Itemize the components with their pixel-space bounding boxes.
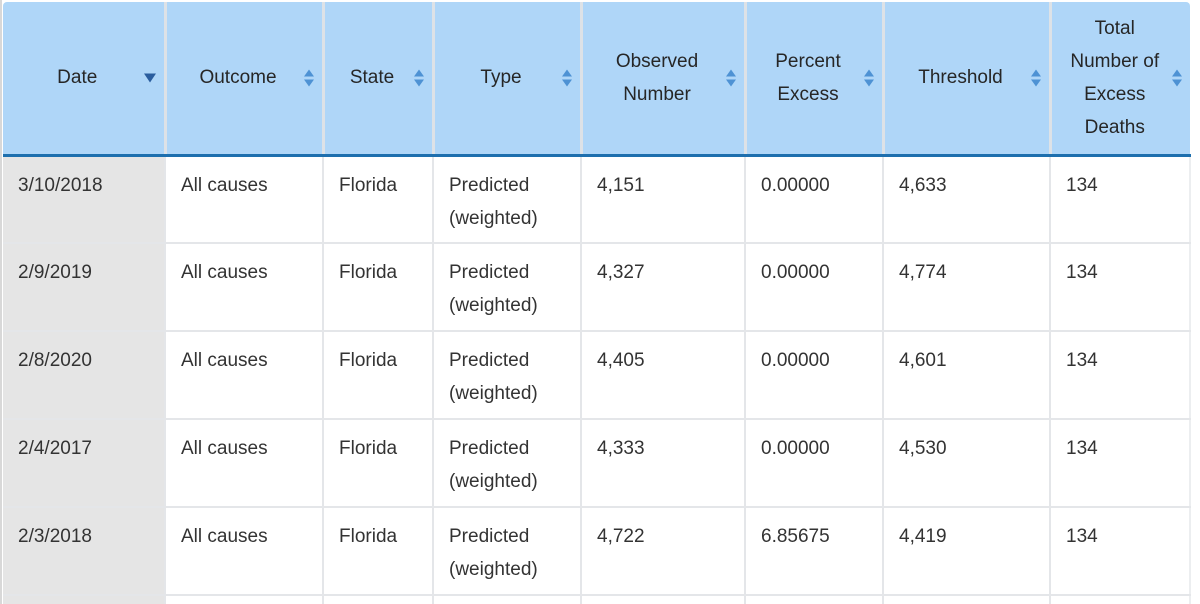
sort-icon[interactable] xyxy=(725,69,736,87)
cell-outcome xyxy=(165,595,324,604)
column-header-outcome[interactable]: Outcome xyxy=(165,2,325,157)
column-header-date[interactable]: Date xyxy=(3,2,167,157)
cell-date: 2/3/2018 xyxy=(3,507,166,596)
cell-threshold: 4,419 xyxy=(883,507,1051,596)
cell-state: Florida xyxy=(323,155,434,244)
table-header: Date Outcome State xyxy=(3,2,1190,157)
table-body: 3/10/2018 All causes Florida Predicted (… xyxy=(3,155,1191,604)
column-header-percent-excess[interactable]: Percent Excess xyxy=(745,2,885,157)
cell-type: Predicted (weighted) xyxy=(433,243,582,332)
sort-icon[interactable] xyxy=(413,69,424,87)
column-header-total-excess-deaths[interactable]: Total Number of Excess Deaths xyxy=(1050,2,1190,157)
cell-total-excess-deaths: 134 xyxy=(1050,155,1191,244)
cell-total-excess-deaths: 134 xyxy=(1050,507,1191,596)
cell-state: Florida xyxy=(323,331,434,420)
sort-icon[interactable] xyxy=(561,69,572,87)
cell-date: 2/9/2019 xyxy=(3,243,166,332)
header-row: Date Outcome State xyxy=(3,2,1190,157)
cell-threshold: 4,774 xyxy=(883,243,1051,332)
cell-date: 2/8/2020 xyxy=(3,331,166,420)
cell-outcome: All causes xyxy=(165,243,324,332)
cell-percent-excess: 0.00000 xyxy=(745,331,884,420)
column-header-observed-number[interactable]: Observed Number xyxy=(581,2,747,157)
column-label-type: Type xyxy=(480,67,522,89)
cell-observed-number: 4,722 xyxy=(581,507,746,596)
cell-outcome: All causes xyxy=(165,155,324,244)
cell-threshold: 4,601 xyxy=(883,331,1051,420)
table-row: 2/9/2019 All causes Florida Predicted (w… xyxy=(3,243,1191,332)
cell-state: Florida xyxy=(323,419,434,508)
table-row: 2/8/2020 All causes Florida Predicted (w… xyxy=(3,331,1191,420)
cell-observed-number: 4,151 xyxy=(581,155,746,244)
cell-type: Predicted (weighted) xyxy=(433,419,582,508)
cell-type: Predicted (weighted) xyxy=(433,155,582,244)
cell-date: 3/10/2018 xyxy=(3,155,166,244)
cell-outcome: All causes xyxy=(165,331,324,420)
cell-date xyxy=(3,595,166,604)
table-row-partial xyxy=(3,595,1191,604)
cell-state: Florida xyxy=(323,507,434,596)
column-header-threshold[interactable]: Threshold xyxy=(883,2,1052,157)
cell-threshold xyxy=(883,595,1051,604)
sort-icon[interactable] xyxy=(1030,69,1041,87)
cell-total-excess-deaths: 134 xyxy=(1050,419,1191,508)
sort-icon[interactable] xyxy=(1172,69,1182,87)
cell-percent-excess: 0.00000 xyxy=(745,243,884,332)
cell-total-excess-deaths: 134 xyxy=(1050,331,1191,420)
cell-observed-number: 4,327 xyxy=(581,243,746,332)
cell-threshold: 4,530 xyxy=(883,419,1051,508)
cell-type xyxy=(433,595,582,604)
column-header-state[interactable]: State xyxy=(323,2,435,157)
cell-outcome: All causes xyxy=(165,507,324,596)
column-label-observed-number: Observed Number xyxy=(615,50,699,105)
cell-observed-number xyxy=(581,595,746,604)
sort-descending-icon[interactable] xyxy=(143,73,156,83)
sort-icon[interactable] xyxy=(863,69,874,87)
table-row: 2/3/2018 All causes Florida Predicted (w… xyxy=(3,507,1191,596)
cell-threshold: 4,633 xyxy=(883,155,1051,244)
column-label-state: State xyxy=(349,67,395,89)
cell-percent-excess: 0.00000 xyxy=(745,155,884,244)
cell-total-excess-deaths xyxy=(1050,595,1191,604)
column-header-type[interactable]: Type xyxy=(433,2,583,157)
sort-icon[interactable] xyxy=(303,69,314,87)
column-label-total-excess-deaths: Total Number of Excess Deaths xyxy=(1070,17,1160,138)
table-row: 2/4/2017 All causes Florida Predicted (w… xyxy=(3,419,1191,508)
cell-percent-excess: 0.00000 xyxy=(745,419,884,508)
cell-outcome: All causes xyxy=(165,419,324,508)
cell-state xyxy=(323,595,434,604)
column-label-date: Date xyxy=(57,67,98,89)
cell-total-excess-deaths: 134 xyxy=(1050,243,1191,332)
cell-observed-number: 4,405 xyxy=(581,331,746,420)
cell-percent-excess xyxy=(745,595,884,604)
cell-state: Florida xyxy=(323,243,434,332)
table-row: 3/10/2018 All causes Florida Predicted (… xyxy=(3,155,1191,244)
cell-observed-number: 4,333 xyxy=(581,419,746,508)
cell-percent-excess: 6.85675 xyxy=(745,507,884,596)
column-label-percent-excess: Percent Excess xyxy=(775,50,841,105)
excess-deaths-table: Date Outcome State xyxy=(3,2,1191,604)
cell-type: Predicted (weighted) xyxy=(433,331,582,420)
cell-date: 2/4/2017 xyxy=(3,419,166,508)
cell-type: Predicted (weighted) xyxy=(433,507,582,596)
column-label-threshold: Threshold xyxy=(918,67,1003,89)
column-label-outcome: Outcome xyxy=(199,67,277,89)
